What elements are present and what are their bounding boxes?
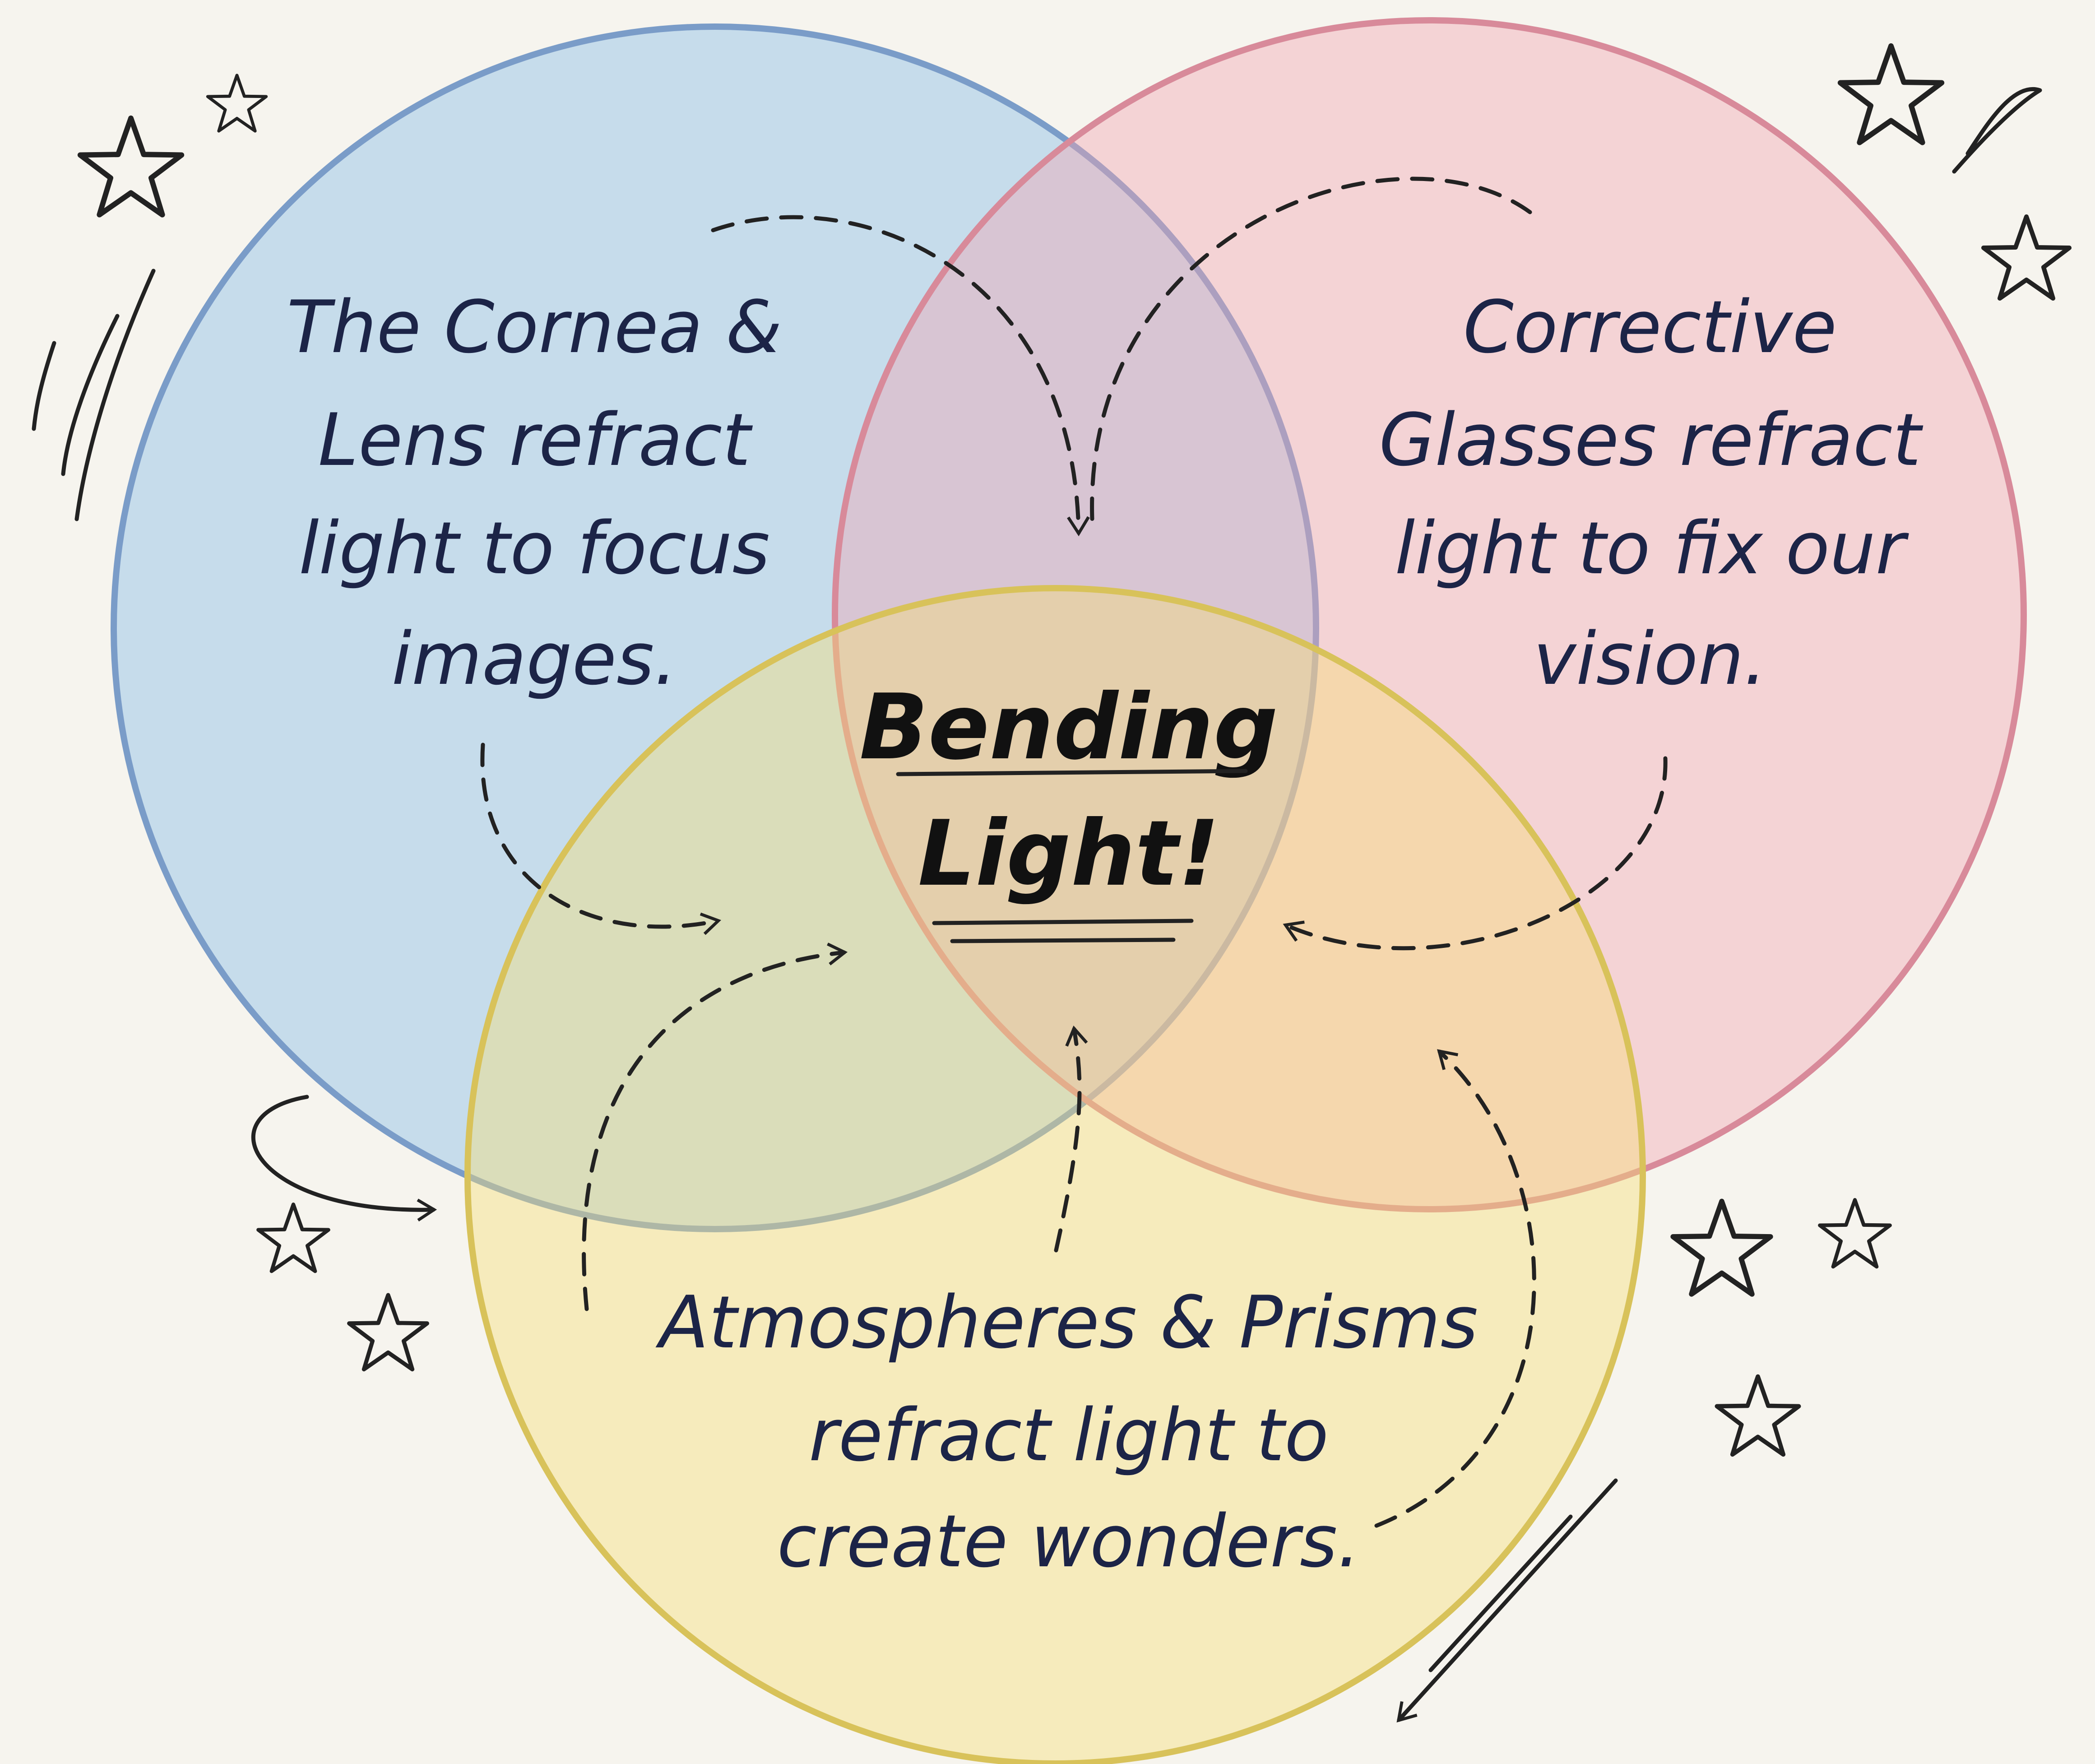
center-line: Light! — [918, 801, 1219, 906]
center-label: Bending Light! — [859, 675, 1278, 941]
label-line: The Cornea & — [287, 285, 782, 369]
label-line: Lens refract — [318, 398, 753, 482]
label-line: refract light to — [809, 1393, 1329, 1477]
label-line: light to fix our — [1395, 506, 1910, 590]
page: The Cornea & Lens refract light to focus… — [0, 0, 2095, 1764]
label-line: Corrective — [1463, 285, 1837, 369]
label-line: images. — [392, 617, 677, 701]
label-line: light to focus — [299, 506, 770, 590]
venn-diagram: The Cornea & Lens refract light to focus… — [0, 0, 2095, 1764]
label-line: Glasses refract — [1379, 398, 1924, 482]
label-line: create wonders. — [777, 1499, 1360, 1583]
center-line: Bending — [859, 675, 1278, 780]
label-line: vision. — [1533, 617, 1766, 701]
label-line: Atmospheres & Prisms — [655, 1280, 1478, 1365]
